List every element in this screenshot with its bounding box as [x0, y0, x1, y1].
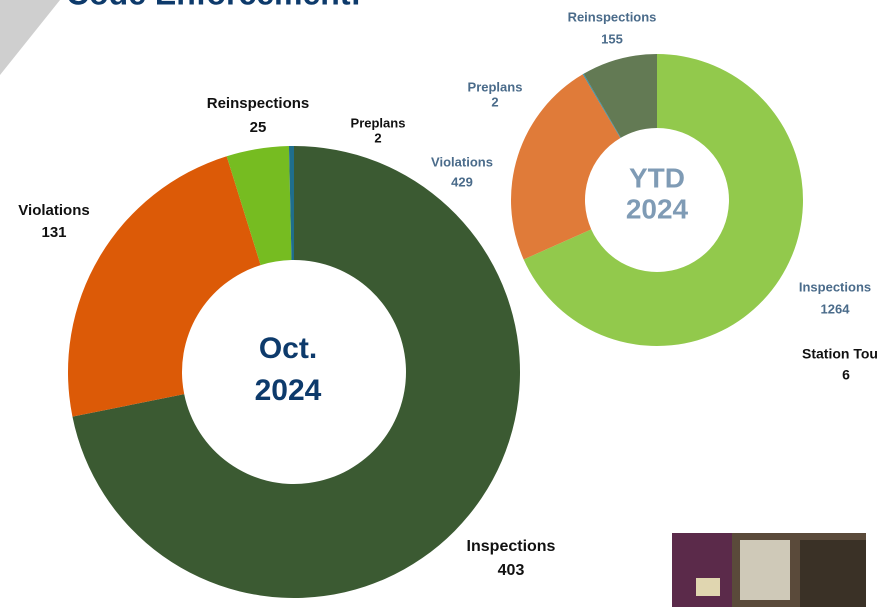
- donut-slice: [68, 156, 261, 417]
- slice-value: 403: [498, 562, 525, 579]
- slice-value: 155: [601, 31, 623, 46]
- slice-label: Preplans: [351, 115, 406, 130]
- slice-label: Inspections: [467, 538, 556, 555]
- donut-slice: [226, 146, 292, 266]
- slice-label: Reinspections: [568, 9, 657, 24]
- donut-slice: [523, 54, 803, 346]
- donut-slice: [583, 54, 657, 138]
- extra-value: 6: [842, 367, 850, 383]
- slice-value: 429: [451, 174, 473, 189]
- photo: [672, 533, 866, 607]
- center-label: YTD: [629, 162, 685, 193]
- slice-label: Violations: [431, 154, 493, 169]
- donut-slice: [511, 74, 621, 260]
- corner-decoration: [0, 0, 60, 75]
- donut-slice: [288, 146, 294, 261]
- slice-label: Violations: [18, 202, 89, 219]
- slice-label: Preplans: [468, 79, 523, 94]
- center-label: 2024: [255, 374, 322, 407]
- extra-label: Station Tou: [802, 346, 878, 362]
- slide-title: Code Enforcement:: [66, 0, 361, 11]
- slice-value: 2: [374, 130, 381, 145]
- slice-value: 2: [491, 94, 498, 109]
- slice-value: 1264: [821, 301, 851, 316]
- slice-value: 131: [41, 224, 66, 241]
- slice-label: Inspections: [799, 279, 871, 294]
- donut-slice: [582, 73, 621, 138]
- slice-label: Reinspections: [207, 95, 310, 112]
- center-label: Oct.: [259, 332, 317, 365]
- donut-slice: [72, 146, 521, 598]
- slice-value: 25: [250, 119, 267, 136]
- center-label: 2024: [626, 193, 689, 224]
